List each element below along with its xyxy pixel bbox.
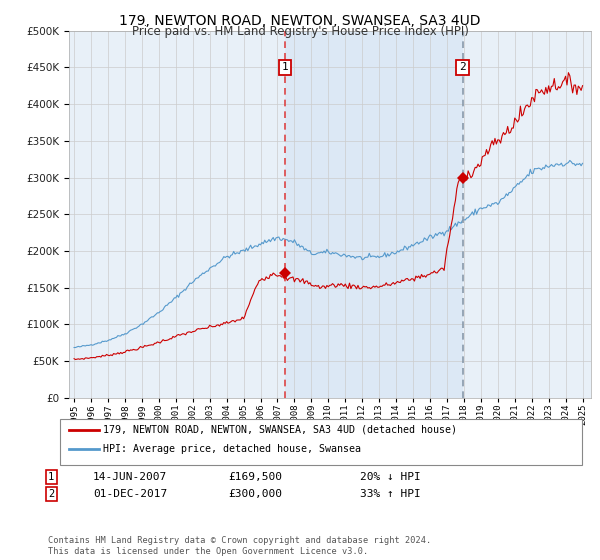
- Text: 14-JUN-2007: 14-JUN-2007: [93, 472, 167, 482]
- Text: HPI: Average price, detached house, Swansea: HPI: Average price, detached house, Swan…: [103, 444, 361, 454]
- Bar: [285, 31, 463, 398]
- Text: 20% ↓ HPI: 20% ↓ HPI: [360, 472, 421, 482]
- Text: £300,000: £300,000: [228, 489, 282, 499]
- Text: £169,500: £169,500: [228, 472, 282, 482]
- Text: Price paid vs. HM Land Registry's House Price Index (HPI): Price paid vs. HM Land Registry's House …: [131, 25, 469, 38]
- Text: 179, NEWTON ROAD, NEWTON, SWANSEA, SA3 4UD (detached house): 179, NEWTON ROAD, NEWTON, SWANSEA, SA3 4…: [103, 424, 457, 435]
- Text: 1: 1: [282, 63, 289, 72]
- Text: 1: 1: [48, 472, 54, 482]
- Text: 33% ↑ HPI: 33% ↑ HPI: [360, 489, 421, 499]
- Text: 01-DEC-2017: 01-DEC-2017: [93, 489, 167, 499]
- Text: 2: 2: [459, 63, 466, 72]
- Text: Contains HM Land Registry data © Crown copyright and database right 2024.
This d: Contains HM Land Registry data © Crown c…: [48, 536, 431, 556]
- Text: 2: 2: [48, 489, 54, 499]
- Text: 179, NEWTON ROAD, NEWTON, SWANSEA, SA3 4UD: 179, NEWTON ROAD, NEWTON, SWANSEA, SA3 4…: [119, 14, 481, 28]
